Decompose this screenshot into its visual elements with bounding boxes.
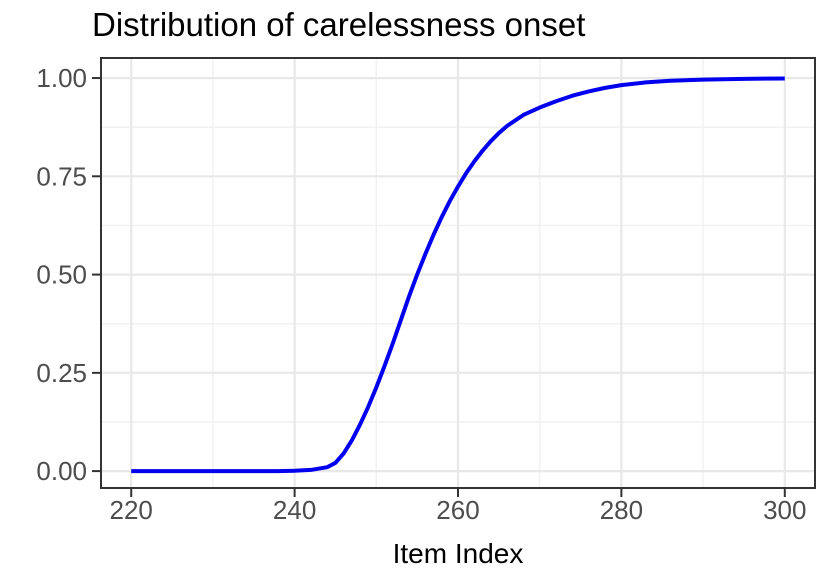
x-tick-label: 260	[436, 495, 479, 525]
y-tick-label: 0.75	[36, 161, 87, 191]
cdf-curve	[131, 76, 785, 474]
x-tick-label: 280	[600, 495, 643, 525]
x-tick-label: 240	[273, 495, 316, 525]
x-axis-title: Item Index	[392, 538, 524, 569]
y-tick-label: 1.00	[36, 63, 87, 93]
y-tick-label: 0.00	[36, 456, 87, 486]
x-tick-label: 220	[110, 495, 153, 525]
chart-title: Distribution of carelessness onset	[92, 6, 586, 43]
y-tick-label: 0.50	[36, 260, 87, 290]
panel-border	[100, 57, 816, 489]
y-tick-label: 0.25	[36, 358, 87, 388]
x-tick-label: 300	[763, 495, 806, 525]
